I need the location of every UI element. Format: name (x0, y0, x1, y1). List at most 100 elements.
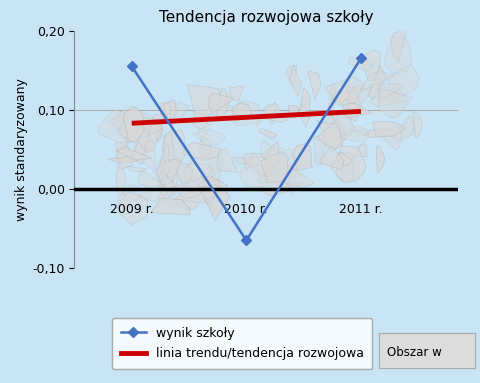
Text: 2011 r.: 2011 r. (339, 203, 383, 216)
Polygon shape (232, 103, 252, 121)
Polygon shape (361, 50, 380, 81)
Polygon shape (171, 160, 193, 189)
Polygon shape (206, 103, 246, 118)
Polygon shape (98, 110, 128, 145)
Polygon shape (336, 152, 354, 183)
Polygon shape (361, 72, 395, 91)
Polygon shape (198, 121, 211, 141)
Polygon shape (322, 127, 340, 146)
Polygon shape (261, 151, 288, 183)
Polygon shape (289, 65, 301, 97)
Polygon shape (342, 103, 372, 118)
Polygon shape (158, 181, 166, 200)
Polygon shape (142, 140, 156, 173)
Polygon shape (192, 130, 225, 146)
Polygon shape (156, 156, 166, 183)
Polygon shape (204, 196, 215, 202)
Polygon shape (387, 64, 420, 95)
Polygon shape (263, 147, 301, 176)
Polygon shape (347, 87, 360, 121)
Polygon shape (331, 146, 366, 182)
Polygon shape (161, 159, 181, 183)
Polygon shape (115, 142, 133, 169)
Polygon shape (199, 136, 211, 161)
Polygon shape (229, 86, 244, 101)
Polygon shape (182, 142, 221, 160)
Polygon shape (286, 65, 297, 84)
Polygon shape (158, 175, 176, 203)
Polygon shape (379, 83, 404, 101)
Polygon shape (288, 176, 293, 195)
Polygon shape (342, 88, 372, 107)
Polygon shape (216, 148, 239, 172)
Polygon shape (148, 119, 161, 134)
Text: 2010 r.: 2010 r. (225, 203, 268, 216)
Polygon shape (348, 56, 375, 71)
Polygon shape (123, 107, 144, 142)
Polygon shape (377, 128, 402, 150)
Polygon shape (177, 185, 208, 204)
Polygon shape (232, 157, 254, 164)
Polygon shape (370, 90, 401, 106)
Polygon shape (193, 111, 210, 129)
Polygon shape (117, 126, 148, 143)
Polygon shape (173, 177, 204, 199)
Title: Tendencja rozwojowa szkoły: Tendencja rozwojowa szkoły (159, 10, 373, 25)
Polygon shape (275, 180, 305, 188)
Polygon shape (135, 117, 162, 152)
Polygon shape (216, 88, 229, 119)
Polygon shape (264, 103, 287, 123)
Polygon shape (185, 163, 214, 192)
Polygon shape (157, 143, 169, 180)
Polygon shape (132, 121, 148, 154)
Polygon shape (160, 100, 177, 124)
Polygon shape (159, 168, 177, 197)
Polygon shape (117, 183, 142, 205)
Polygon shape (231, 101, 259, 126)
Polygon shape (299, 87, 310, 118)
Polygon shape (199, 176, 227, 195)
Y-axis label: wynik standaryzowany: wynik standaryzowany (15, 78, 28, 221)
Polygon shape (288, 105, 299, 118)
Polygon shape (132, 128, 149, 164)
Polygon shape (280, 161, 314, 188)
Polygon shape (256, 110, 268, 126)
Polygon shape (320, 146, 344, 170)
Polygon shape (118, 106, 156, 142)
Polygon shape (378, 88, 412, 118)
Polygon shape (327, 83, 337, 113)
Polygon shape (299, 105, 310, 128)
Polygon shape (259, 169, 293, 196)
Polygon shape (387, 86, 407, 103)
Polygon shape (137, 170, 162, 188)
Text: Obszar w: Obszar w (387, 346, 442, 358)
Polygon shape (331, 91, 350, 104)
Polygon shape (187, 84, 221, 118)
Text: 2009 r.: 2009 r. (110, 203, 154, 216)
Polygon shape (118, 192, 147, 225)
Polygon shape (210, 162, 219, 185)
Polygon shape (341, 84, 349, 101)
Polygon shape (244, 153, 258, 170)
Polygon shape (152, 114, 163, 141)
Polygon shape (324, 77, 363, 105)
Polygon shape (384, 38, 411, 74)
Polygon shape (355, 144, 367, 157)
Polygon shape (263, 160, 276, 176)
Polygon shape (260, 139, 272, 159)
Polygon shape (353, 130, 367, 137)
Polygon shape (116, 162, 125, 196)
Polygon shape (208, 93, 234, 113)
Polygon shape (282, 164, 301, 177)
Polygon shape (204, 179, 219, 207)
Polygon shape (308, 71, 321, 99)
Polygon shape (367, 129, 395, 137)
Polygon shape (322, 112, 338, 124)
Polygon shape (246, 153, 277, 177)
Polygon shape (261, 142, 279, 168)
Polygon shape (163, 130, 175, 162)
Polygon shape (108, 110, 132, 134)
Polygon shape (240, 163, 269, 187)
Polygon shape (108, 154, 144, 162)
Polygon shape (139, 183, 175, 201)
